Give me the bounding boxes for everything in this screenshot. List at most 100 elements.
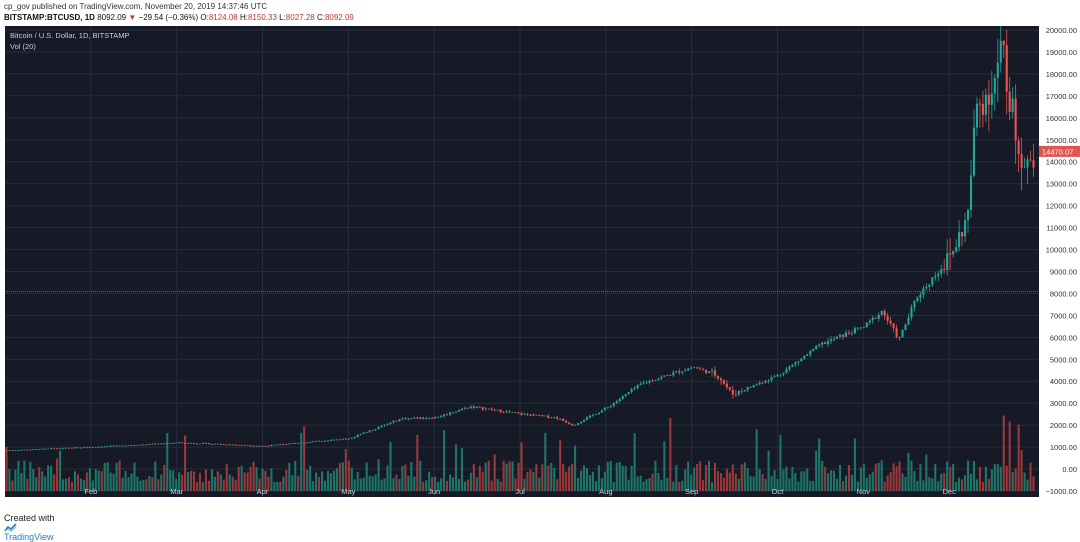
- price-tag-label: 14470.07: [1042, 147, 1073, 156]
- candle-body: [916, 297, 919, 301]
- volume-bar: [56, 458, 59, 491]
- candle-body: [312, 441, 315, 443]
- volume-bar: [800, 471, 803, 491]
- candle-body: [615, 401, 618, 404]
- tradingview-link[interactable]: TradingView: [4, 532, 54, 542]
- volume-bar: [443, 430, 446, 491]
- volume-bar: [246, 472, 249, 491]
- volume-bar: [722, 478, 725, 491]
- candle-body: [651, 380, 654, 382]
- y-tick-label: 10000.00: [1046, 246, 1077, 255]
- candle-body: [484, 408, 487, 410]
- candle-body: [1023, 167, 1026, 169]
- volume-bar: [553, 467, 556, 491]
- volume-bar: [713, 462, 717, 491]
- price-axis[interactable]: [1039, 26, 1080, 497]
- volume-bar: [818, 438, 821, 491]
- volume-bar: [216, 471, 219, 491]
- volume-bar: [919, 464, 922, 491]
- volume-bar: [297, 475, 300, 491]
- candle-body: [755, 384, 758, 386]
- candle-body: [913, 300, 916, 308]
- volume-bar: [943, 472, 946, 491]
- price-chart[interactable]: 20000.00 19000.00 18000.00 17000.00 16000.00…: [5, 26, 1080, 497]
- candle-body: [5, 450, 8, 452]
- volume-bar: [449, 474, 452, 491]
- volume-bar: [746, 468, 749, 491]
- volume-bar: [190, 470, 193, 491]
- candle-body: [594, 414, 597, 416]
- volume-bar: [466, 479, 469, 491]
- candle-body: [987, 94, 990, 105]
- candle-body: [535, 414, 538, 416]
- candle-body: [344, 438, 347, 440]
- volume-bar: [663, 441, 666, 491]
- volume-bar: [508, 461, 511, 491]
- volume-bar: [383, 478, 386, 491]
- candle-body: [838, 334, 842, 337]
- volume-bar: [624, 466, 627, 491]
- volume-bar: [419, 460, 422, 491]
- volume-bar: [669, 418, 672, 491]
- candle-body: [949, 253, 952, 255]
- candle-body: [833, 338, 836, 340]
- tradingview-logo-icon[interactable]: [4, 523, 18, 532]
- volume-bar: [568, 466, 571, 491]
- candle-body: [249, 445, 252, 447]
- volume-bar: [440, 478, 443, 491]
- legend-volume: Vol (20): [10, 42, 36, 51]
- volume-bar: [633, 433, 636, 491]
- volume-bar: [469, 472, 472, 491]
- volume-bar: [949, 466, 952, 491]
- volume-bar: [990, 469, 993, 491]
- candle-body: [678, 371, 681, 373]
- candle-body: [722, 380, 725, 384]
- volume-bar: [195, 482, 199, 491]
- volume-bar: [618, 462, 621, 491]
- volume-bar: [574, 445, 577, 491]
- volume-bar: [17, 460, 20, 491]
- candle-body: [517, 412, 520, 414]
- volume-bar: [255, 467, 258, 491]
- volume-bar: [79, 478, 82, 491]
- candle-body: [797, 361, 800, 363]
- candle-body: [124, 445, 127, 447]
- candle-body: [332, 439, 335, 441]
- created-with-text: Created with: [4, 513, 55, 523]
- volume-bar: [547, 465, 550, 491]
- y-tick-label: 11000.00: [1046, 224, 1077, 233]
- y-tick-label: 6000.00: [1050, 333, 1077, 342]
- candle-body: [824, 342, 827, 344]
- volume-bar: [597, 465, 600, 491]
- chart-area[interactable]: 20000.00 19000.00 18000.00 17000.00 16000.00…: [5, 26, 1080, 497]
- candle-body: [115, 445, 118, 447]
- volume-bar: [291, 475, 294, 491]
- candle-body: [157, 443, 160, 445]
- candle-body: [681, 371, 684, 373]
- publisher-link[interactable]: cp_gov: [4, 2, 30, 11]
- volume-bar: [1002, 415, 1005, 491]
- candle-body: [502, 412, 505, 413]
- volume-bars: [5, 415, 1035, 491]
- volume-bar: [901, 473, 904, 491]
- candle-body: [431, 418, 434, 419]
- volume-bar: [946, 461, 949, 491]
- candle-body: [728, 387, 731, 390]
- volume-bar: [600, 478, 603, 491]
- candle-body: [675, 371, 678, 373]
- candle-body: [356, 434, 359, 437]
- open-value: 8124.08: [208, 13, 238, 22]
- volume-bar: [734, 473, 737, 491]
- x-axis-labels: Feb Mar Apr May Jun Jul Aug Sep Oct Nov Dec: [84, 487, 956, 496]
- volume-bar: [422, 481, 425, 491]
- candle-body: [788, 366, 791, 370]
- candle-body: [440, 416, 443, 418]
- volume-bar: [925, 454, 928, 491]
- volume-bar: [556, 479, 559, 491]
- volume-bar: [484, 462, 487, 491]
- volume-bar: [612, 481, 615, 491]
- volume-bar: [585, 467, 589, 491]
- volume-bar: [502, 460, 505, 491]
- candle-body: [255, 445, 258, 447]
- volume-bar: [782, 469, 785, 491]
